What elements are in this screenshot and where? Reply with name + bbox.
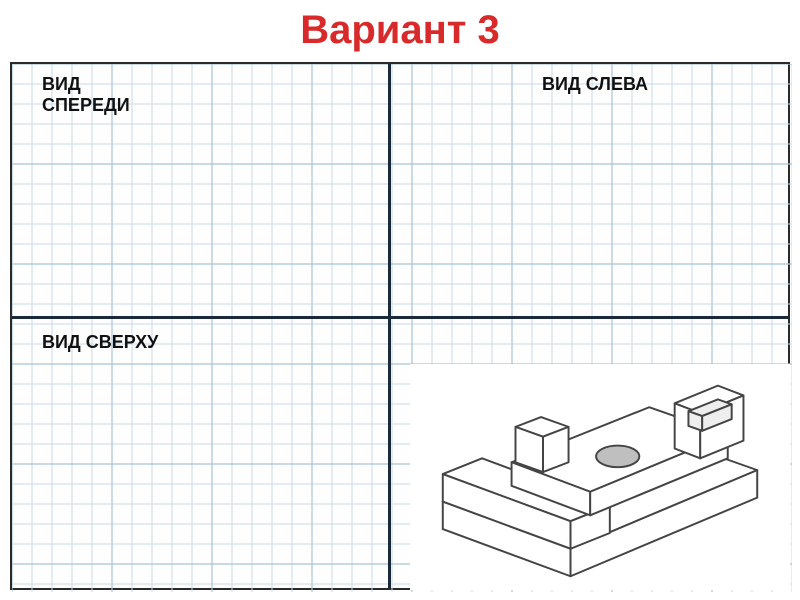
title-text: Вариант 3 <box>300 8 500 52</box>
divider-horizontal <box>12 316 788 319</box>
isometric-drawing <box>410 364 790 590</box>
label-front-view: ВИД СПЕРЕДИ <box>42 74 130 115</box>
label-left-view: ВИД СЛЕВА <box>542 74 648 95</box>
isometric-panel <box>410 364 790 590</box>
drawing-sheet: ВИД СПЕРЕДИ ВИД СЛЕВА ВИД СВЕРХУ <box>10 62 790 590</box>
page-title: Вариант 3 <box>0 0 800 57</box>
divider-vertical <box>388 64 391 588</box>
label-top-view: ВИД СВЕРХУ <box>42 332 158 353</box>
